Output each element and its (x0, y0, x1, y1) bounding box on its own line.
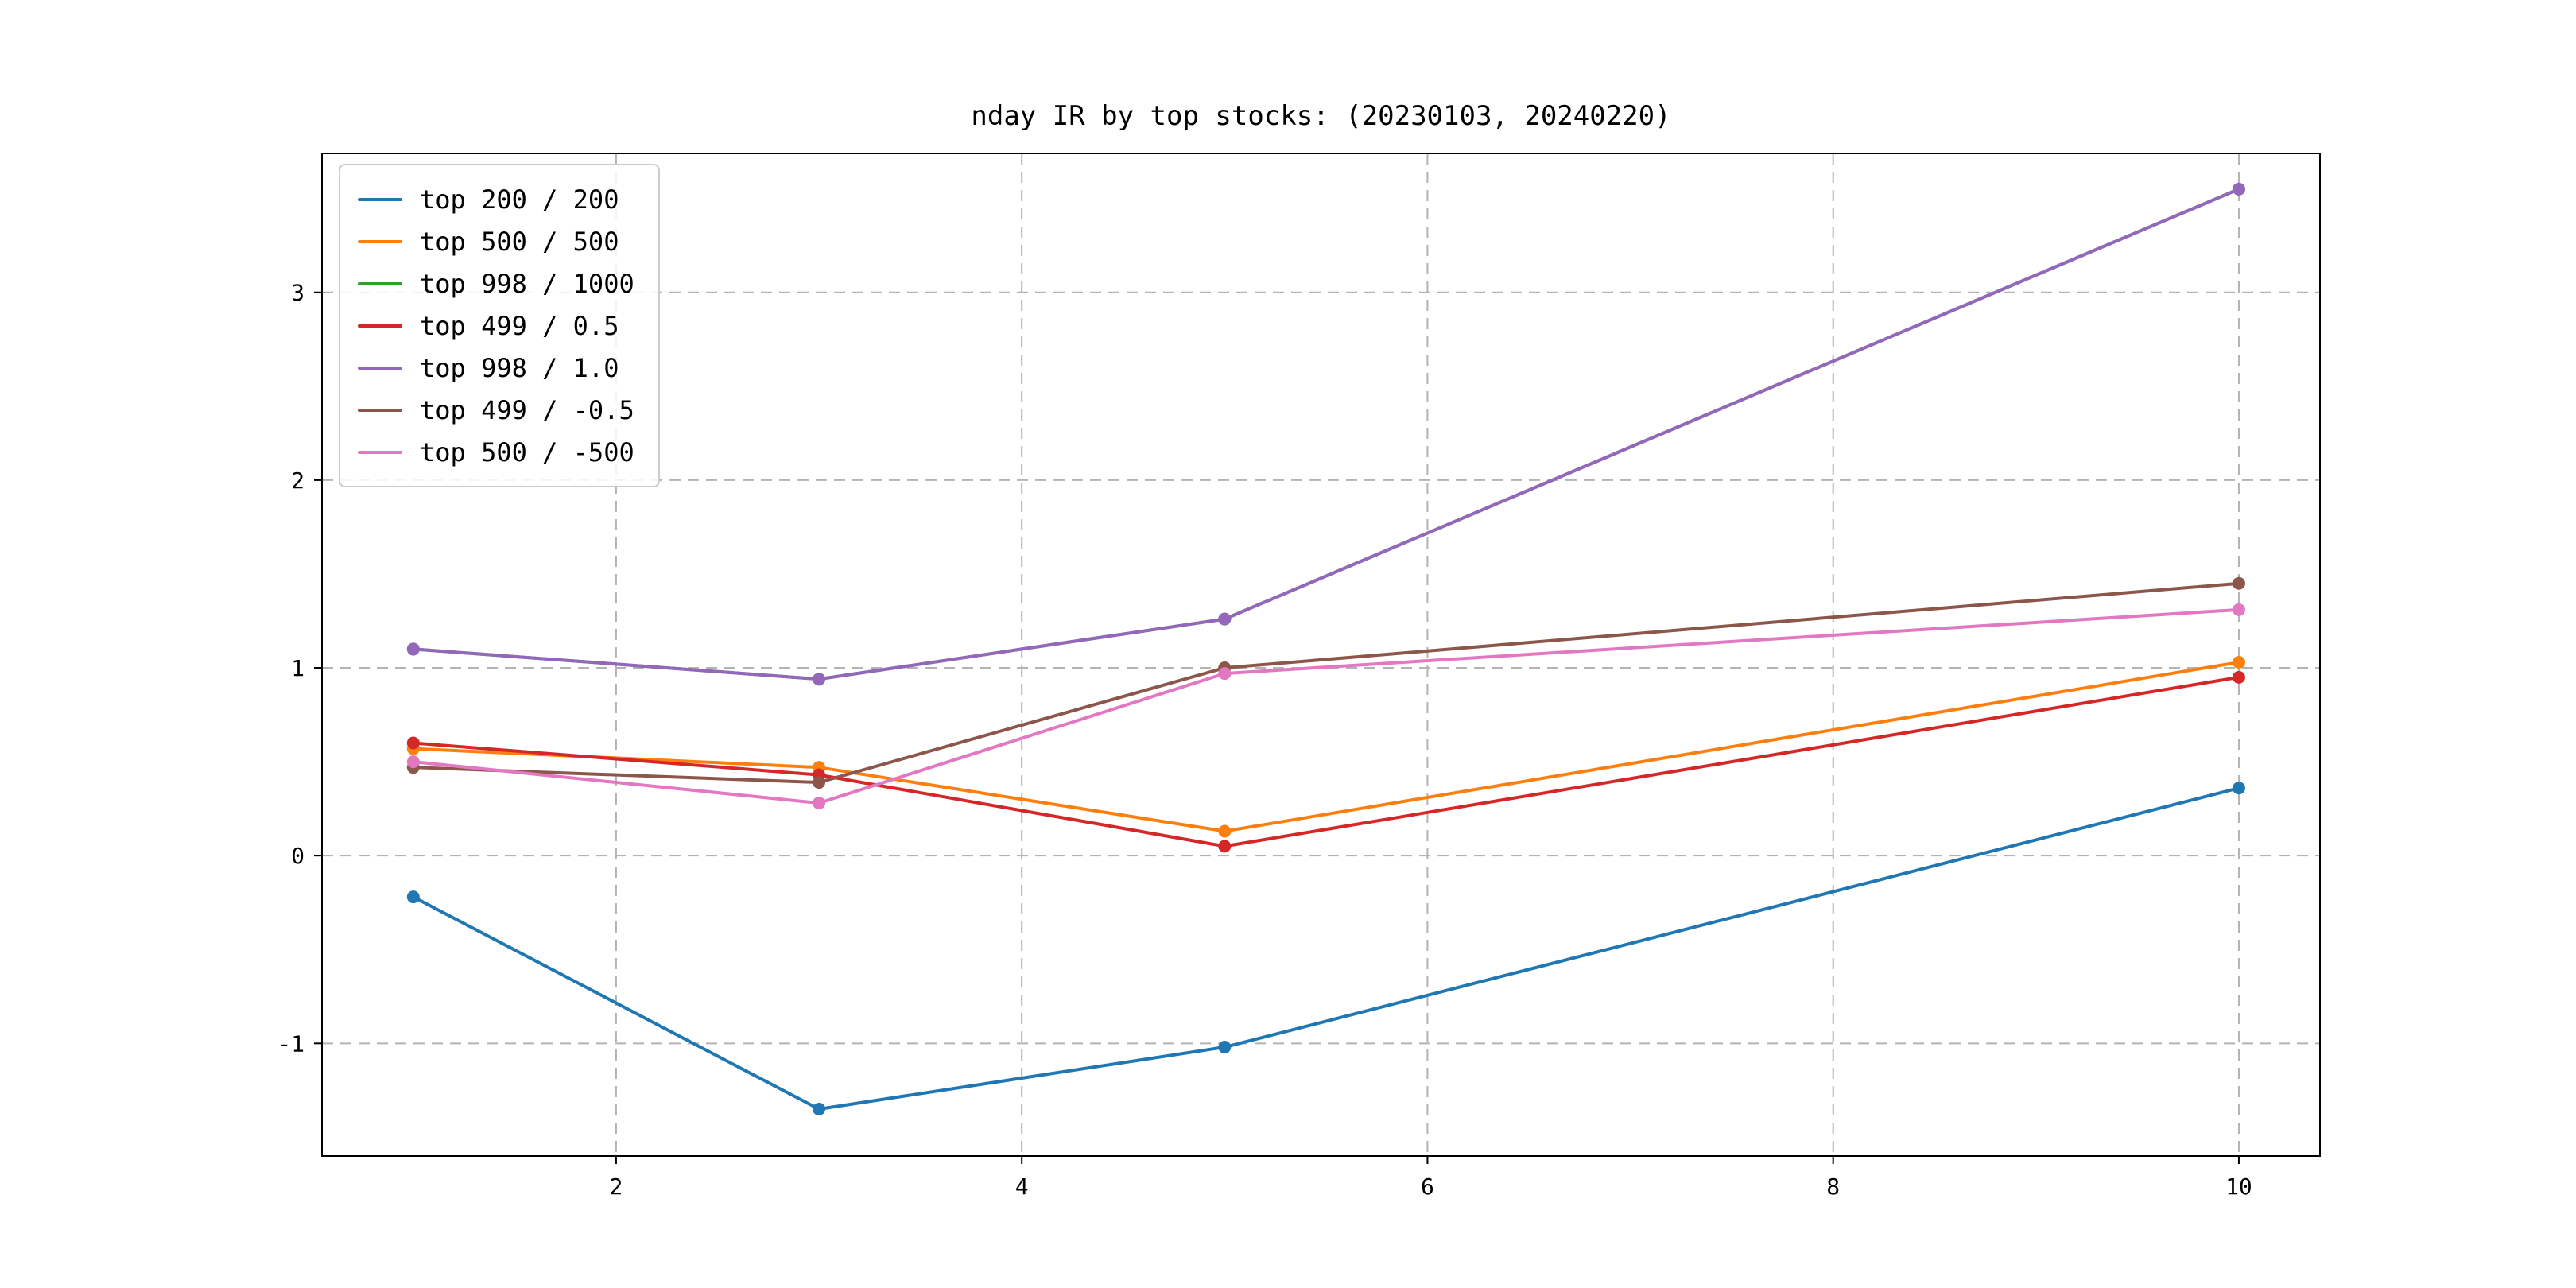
data-point-marker (1218, 612, 1232, 626)
x-tick-label: 10 (2225, 1174, 2252, 1200)
series-line (411, 187, 2240, 681)
data-point-marker (813, 797, 826, 810)
y-tick-label: 3 (291, 280, 305, 306)
data-point-marker (1218, 824, 1232, 838)
legend-line-sample (358, 408, 402, 412)
legend-item: top 499 / -0.5 (358, 389, 634, 431)
data-point-marker (813, 776, 826, 789)
x-tick-label: 8 (1826, 1174, 1840, 1200)
legend-label: top 998 / 1.0 (420, 352, 619, 383)
data-point-marker (1218, 667, 1232, 681)
legend-item: top 500 / -500 (358, 431, 634, 473)
series-line (411, 675, 2240, 848)
data-point-marker (406, 890, 420, 904)
y-tick-label: 1 (291, 655, 305, 681)
data-point-marker (1218, 840, 1232, 853)
data-point-marker (2232, 603, 2245, 616)
legend-item: top 200 / 200 (358, 178, 634, 220)
plot-border (321, 153, 2321, 1157)
y-tick-label: 0 (291, 843, 305, 869)
legend-item: top 500 / 500 (358, 220, 634, 262)
x-tick-label: 2 (610, 1174, 623, 1200)
series-line (411, 660, 2240, 833)
x-tick-label: 6 (1421, 1174, 1434, 1200)
data-point-marker (2232, 182, 2245, 196)
series-line (411, 607, 2240, 805)
legend-label: top 500 / -500 (420, 436, 634, 467)
legend-label: top 200 / 200 (420, 184, 619, 215)
x-tick-label: 4 (1015, 1174, 1029, 1200)
data-point-marker (813, 1102, 826, 1115)
data-point-marker (813, 673, 826, 686)
y-tick-label: 2 (291, 467, 305, 494)
y-tick-label: -1 (277, 1030, 305, 1057)
legend-line-sample (358, 324, 402, 328)
data-point-marker (2232, 782, 2245, 795)
legend-label: top 499 / -0.5 (420, 394, 634, 425)
legend-line-sample (358, 197, 402, 201)
chart-title: nday IR by top stocks: (20230103, 202402… (971, 100, 1671, 132)
data-point-marker (2232, 576, 2245, 590)
legend-label: top 998 / 1000 (420, 268, 634, 299)
legend-item: top 499 / 0.5 (358, 305, 634, 347)
data-point-marker (406, 736, 420, 750)
series-line (411, 786, 2240, 1111)
data-point-marker (1218, 1041, 1232, 1054)
series-line (411, 581, 2240, 785)
legend-line-sample (358, 450, 402, 454)
data-point-marker (2232, 670, 2245, 684)
legend-line-sample (358, 281, 402, 285)
legend-line-sample (358, 366, 402, 370)
data-point-marker (2232, 655, 2245, 669)
data-point-marker (406, 642, 420, 656)
legend: top 200 / 200 top 500 / 500 top 998 / 1000… (339, 164, 660, 487)
legend-line-sample (358, 239, 402, 243)
legend-item: top 998 / 1000 (358, 262, 634, 305)
legend-label: top 500 / 500 (420, 226, 619, 257)
legend-item: top 998 / 1.0 (358, 347, 634, 389)
data-point-marker (406, 755, 420, 769)
legend-label: top 499 / 0.5 (420, 310, 619, 341)
